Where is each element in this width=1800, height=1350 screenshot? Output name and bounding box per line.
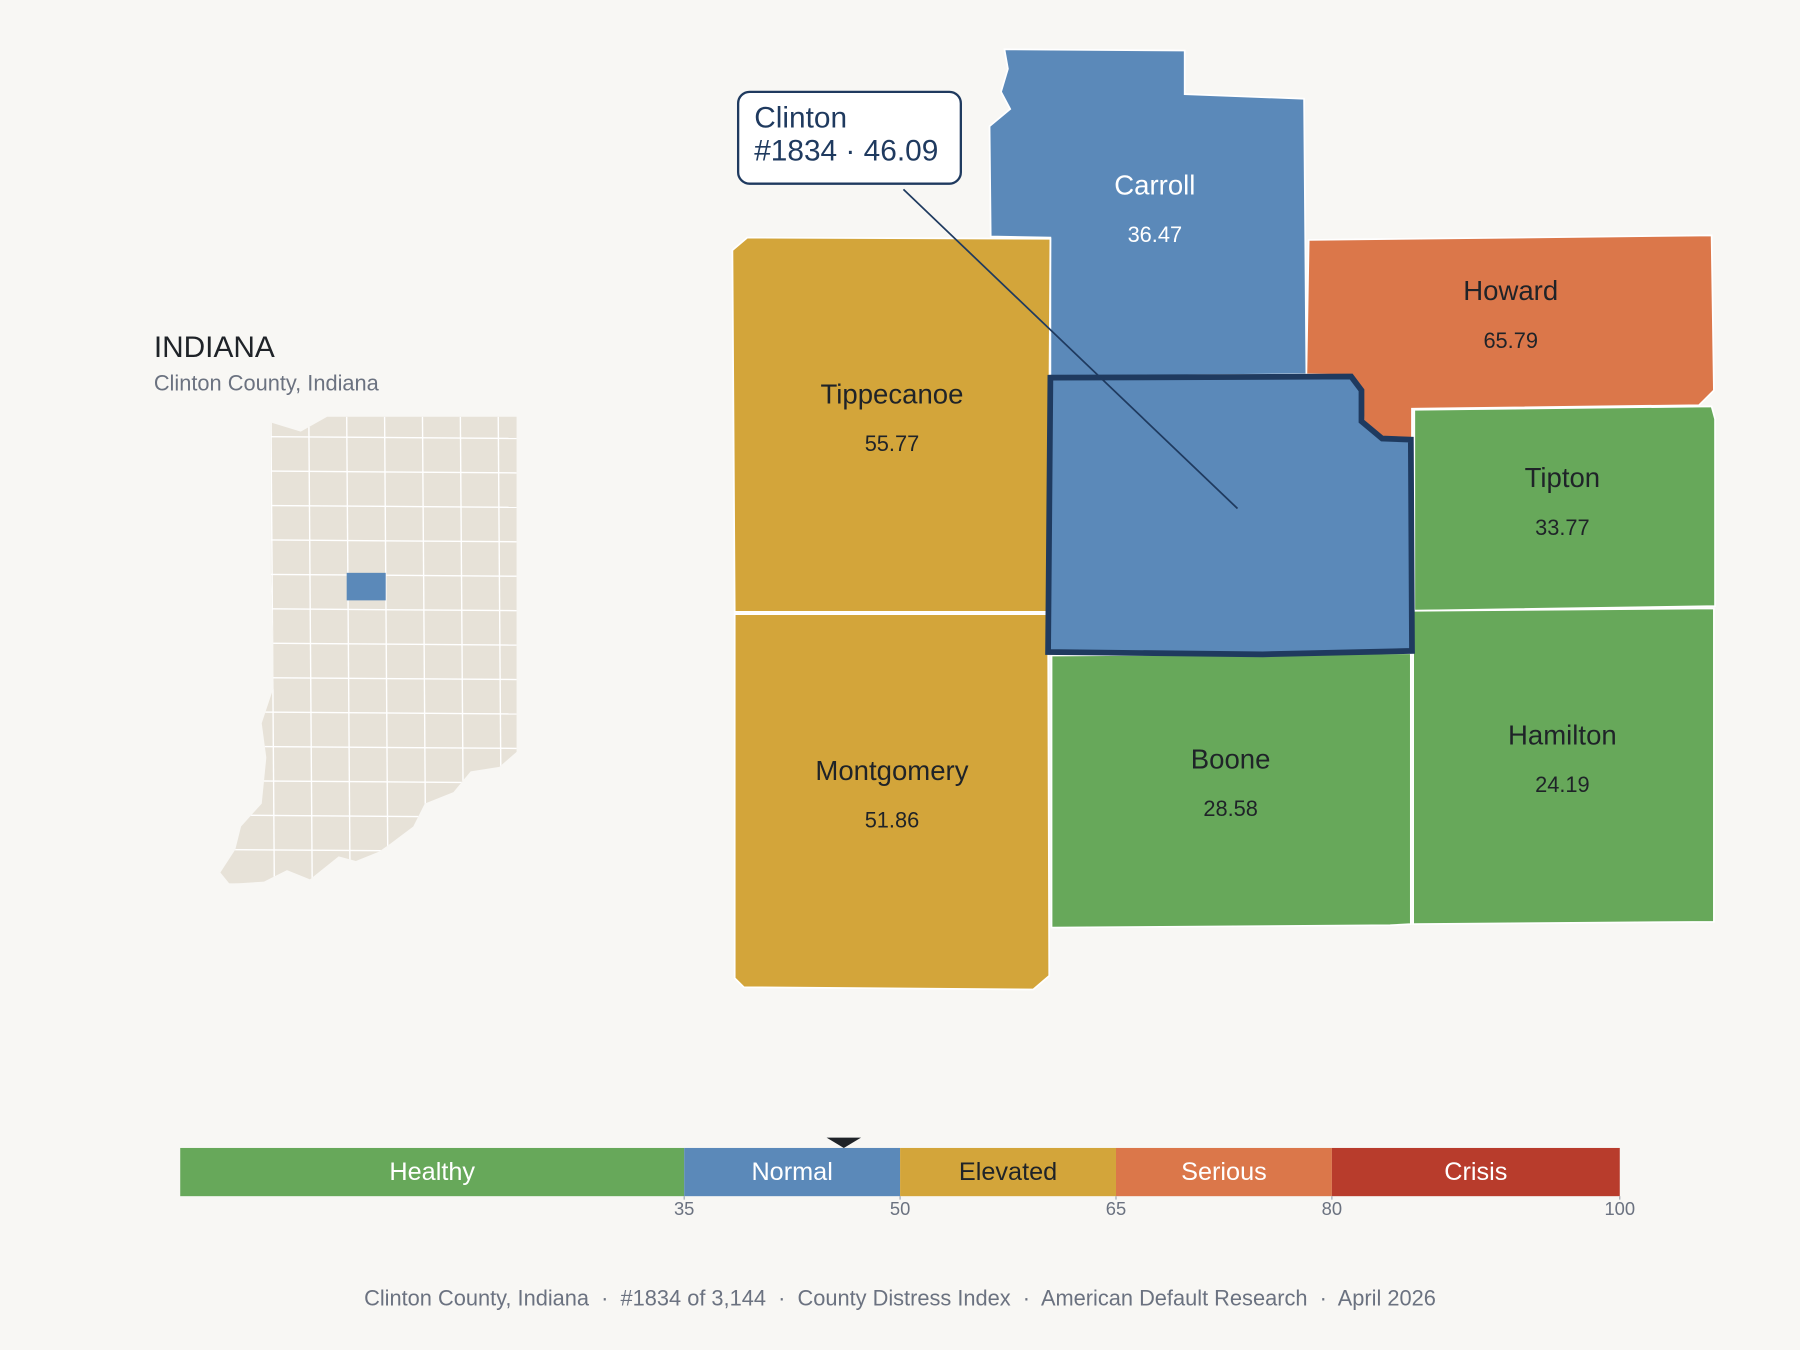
scale-marker	[826, 1137, 862, 1148]
callout-title: Clinton	[754, 101, 847, 134]
scale-band	[900, 1147, 1116, 1197]
scale-tick-label: 100	[1604, 1198, 1635, 1219]
scale-band-label: Elevated	[959, 1158, 1057, 1186]
county-name: Boone	[1191, 743, 1271, 774]
distress-scale: Healthy Normal Elevated Serious Crisis 35 50 65…	[180, 1137, 1635, 1219]
county-name: Howard	[1463, 275, 1558, 306]
scale-band	[180, 1147, 685, 1197]
county-name: Hamilton	[1508, 719, 1617, 750]
scale-band-label: Serious	[1181, 1158, 1267, 1186]
county-value: 36.47	[1128, 222, 1183, 247]
county-shape[interactable]	[1413, 405, 1716, 612]
scale-band-label: Normal	[751, 1158, 832, 1186]
inset-border	[220, 883, 517, 884]
county-value: 33.77	[1535, 515, 1590, 540]
county-shape[interactable]	[1412, 607, 1715, 925]
inset-border	[345, 416, 351, 884]
county-shape[interactable]	[1050, 652, 1412, 929]
county-name: Tippecanoe	[820, 378, 963, 409]
scale-band-label: Crisis	[1444, 1158, 1507, 1186]
county-shape[interactable]	[1045, 373, 1415, 658]
scale-tick-label: 65	[1106, 1198, 1126, 1219]
county-layer	[731, 48, 1716, 991]
county-name: Montgomery	[815, 755, 968, 786]
scale-band	[1115, 1147, 1332, 1197]
inset-border	[308, 416, 313, 884]
county-value: 55.77	[865, 431, 920, 456]
county-name: Tipton	[1525, 462, 1601, 493]
scale-tick-label: 50	[890, 1198, 910, 1219]
footer: Clinton County, Indiana · #1834 of 3,144…	[364, 1285, 1436, 1310]
county-labels: Carroll 36.47 Howard 65.79 Tippecanoe 55.77 Ti…	[815, 169, 1616, 832]
county-value: 28.58	[1203, 796, 1258, 821]
state-inset	[220, 416, 517, 884]
state-subtitle: Clinton County, Indiana	[154, 370, 380, 395]
state-title: INDIANA	[154, 331, 275, 364]
scale-band	[1331, 1147, 1620, 1197]
scale-band-label: Healthy	[389, 1158, 475, 1186]
scale-tick-label: 35	[674, 1198, 694, 1219]
county-shape[interactable]	[733, 613, 1051, 991]
county-value: 65.79	[1483, 328, 1538, 353]
state-shape	[220, 416, 517, 884]
callout-detail: #1834 · 46.09	[754, 135, 938, 168]
county-name: Carroll	[1114, 169, 1195, 200]
scale-band	[684, 1147, 901, 1197]
inset-border	[383, 416, 389, 884]
callout-leader	[902, 188, 1239, 510]
county-value: 51.86	[865, 808, 920, 833]
county-shape[interactable]	[988, 48, 1308, 378]
scale-tick-label: 80	[1322, 1198, 1342, 1219]
inset-highlight	[346, 572, 386, 601]
county-shape[interactable]	[731, 236, 1052, 613]
county-value: 24.19	[1535, 772, 1590, 797]
callout-box	[736, 90, 962, 185]
